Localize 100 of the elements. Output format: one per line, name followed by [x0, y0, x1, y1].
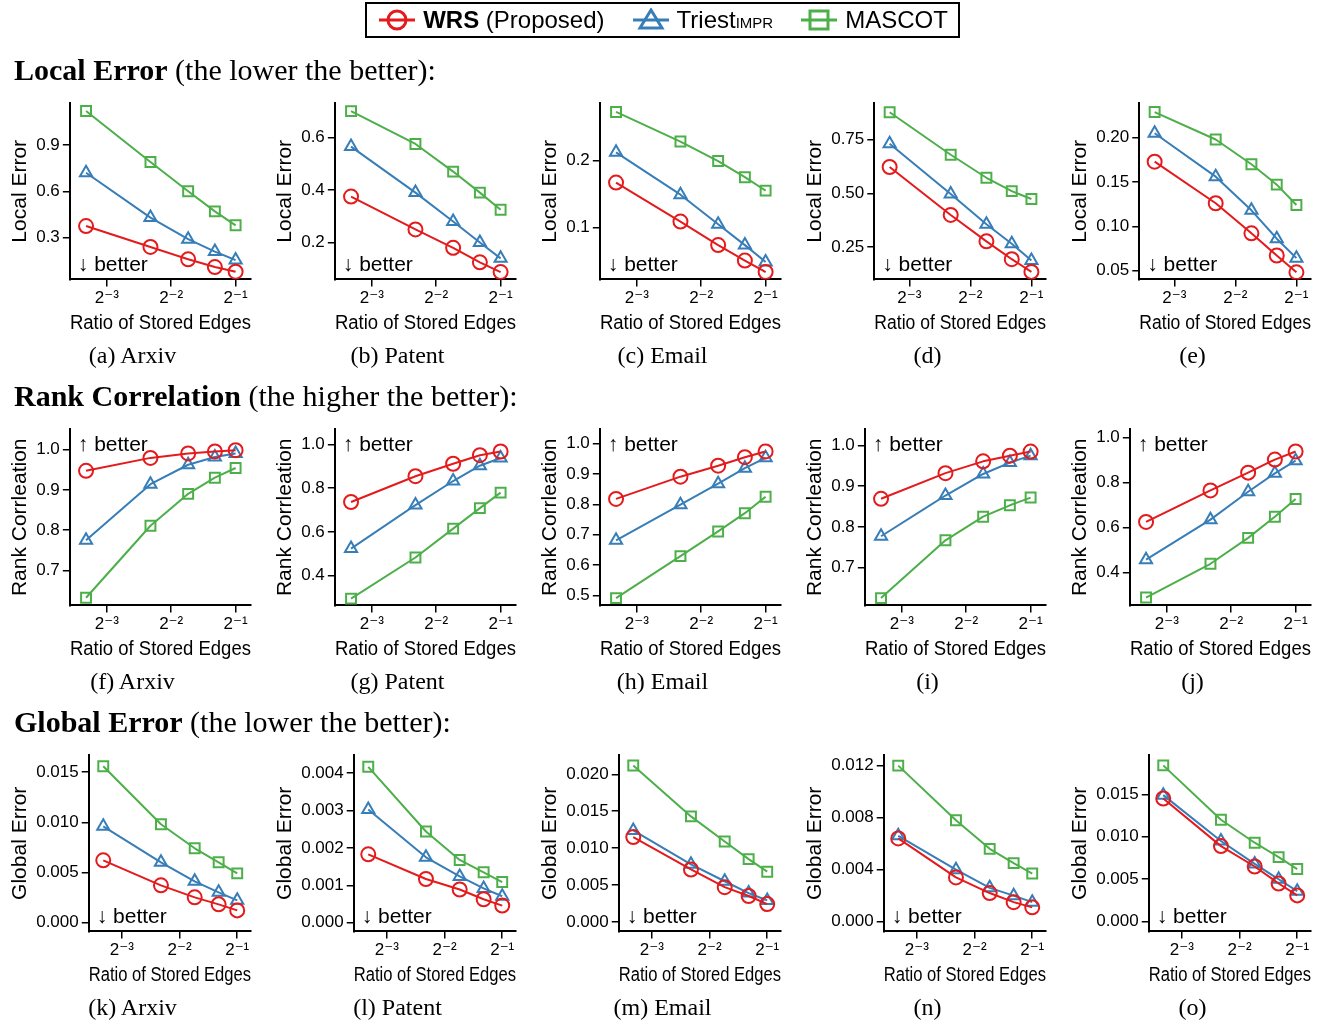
- y-tick-label: 0.9: [831, 475, 855, 495]
- x-axis-title: Ratio of Stored Edges: [618, 962, 781, 986]
- text: (a) Arxiv: [87, 341, 178, 370]
- x-axis-title: Ratio of Stored Edges: [334, 636, 517, 660]
- x-tick-label: 2⁻¹: [753, 288, 778, 308]
- text: (j): [1180, 667, 1205, 696]
- y-tick-label: 0.002: [301, 837, 344, 857]
- text: (k) Arxiv: [87, 993, 178, 1022]
- y-tick-label: 0.7: [566, 524, 590, 544]
- x-tick-label: 2⁻¹: [488, 288, 513, 308]
- y-tick-label: 0.001: [301, 875, 344, 895]
- y-tick-label: 0.2: [566, 150, 590, 170]
- y-tick-label: 0.50: [831, 183, 865, 203]
- y-tick-label: 1.0: [301, 434, 325, 454]
- annotation: ↑ better: [1137, 432, 1208, 456]
- y-tick-label: 0.25: [831, 236, 865, 256]
- y-axis-title: Local Error: [537, 139, 561, 243]
- y-axis-title: Global Error: [537, 786, 561, 900]
- y-tick-label: 0.012: [831, 755, 874, 775]
- x-tick-label: 2⁻¹: [1283, 614, 1308, 634]
- text: (n): [912, 993, 943, 1022]
- x-tick-label: 2⁻¹: [1019, 288, 1044, 308]
- y-tick-label: 0.008: [831, 807, 874, 827]
- y-tick-label: 1.0: [831, 435, 855, 455]
- y-tick-label: 0.8: [1096, 472, 1120, 492]
- y-tick-label: 0.6: [36, 180, 60, 200]
- chart-subtitle: Global Error (the lower the better):: [14, 705, 451, 738]
- x-tick-label: 2⁻³: [624, 288, 650, 308]
- text: (h) Email: [615, 667, 710, 696]
- x-tick-label: 2⁻³: [359, 288, 385, 308]
- x-axis-title: Ratio of Stored Edges: [69, 310, 252, 334]
- x-tick-label: 2⁻³: [1169, 940, 1195, 960]
- annotation: ↓ better: [96, 904, 167, 928]
- text: (f) Arxiv: [89, 667, 176, 696]
- x-tick-label: 2⁻²: [432, 940, 457, 960]
- annotation: ↑ better: [342, 432, 413, 456]
- y-tick-label: 0.8: [831, 516, 855, 536]
- y-tick-label: 0.005: [566, 874, 609, 894]
- y-tick-label: 0.010: [566, 837, 609, 857]
- x-tick-label: 2⁻¹: [1018, 614, 1043, 634]
- x-tick-label: 2⁻³: [94, 288, 120, 308]
- y-tick-label: 0.000: [831, 911, 874, 931]
- y-tick-label: 0.000: [1096, 911, 1139, 931]
- x-tick-label: 2⁻²: [697, 940, 722, 960]
- x-tick-label: 2⁻¹: [488, 614, 513, 634]
- y-tick-label: 0.003: [301, 800, 344, 820]
- text: (e): [1178, 341, 1207, 370]
- x-tick-label: 2⁻¹: [225, 940, 250, 960]
- y-tick-label: 0.20: [1096, 127, 1130, 147]
- x-tick-label: 2⁻²: [1223, 288, 1248, 308]
- y-axis-title: Rank Corrleation: [537, 438, 561, 597]
- x-axis-title: Ratio of Stored Edges: [883, 962, 1046, 986]
- y-axis-title: Global Error: [7, 786, 31, 900]
- annotation: ↓ better: [882, 252, 953, 276]
- y-tick-label: 0.8: [36, 519, 60, 539]
- y-axis-title: Global Error: [272, 786, 296, 900]
- x-axis-title: Ratio of Stored Edges: [334, 310, 517, 334]
- text: (b) Patent: [349, 341, 446, 370]
- x-tick-label: 2⁻¹: [223, 614, 248, 634]
- y-tick-label: 0.004: [301, 762, 344, 782]
- y-axis-title: Local Error: [272, 139, 296, 243]
- x-axis-title: Ratio of Stored Edges: [599, 636, 782, 660]
- x-tick-label: 2⁻²: [689, 288, 714, 308]
- y-tick-label: 0.000: [36, 912, 79, 932]
- x-tick-label: 2⁻²: [424, 614, 449, 634]
- legend-label: MASCOT: [845, 6, 948, 34]
- x-tick-label: 2⁻³: [624, 614, 650, 634]
- y-tick-label: 0.7: [831, 557, 855, 577]
- y-tick-label: 0.000: [301, 912, 344, 932]
- y-tick-label: 0.15: [1096, 171, 1130, 191]
- legend-label: WRS (Proposed): [423, 6, 605, 33]
- x-tick-label: 2⁻³: [359, 614, 385, 634]
- annotation: ↑ better: [607, 432, 678, 456]
- x-tick-label: 2⁻¹: [1284, 288, 1309, 308]
- y-tick-label: 0.4: [301, 179, 325, 199]
- y-tick-label: 0.004: [831, 859, 874, 879]
- y-tick-label: 0.8: [301, 477, 325, 497]
- text: (l) Patent: [352, 993, 443, 1022]
- chart-subtitle: Local Error (the lower the better):: [14, 53, 436, 86]
- y-tick-label: 0.3: [36, 227, 60, 247]
- x-axis-title: Ratio of Stored Edges: [1148, 962, 1311, 986]
- chart-subtitle: Rank Correlation (the higher the better):: [14, 379, 518, 412]
- x-tick-label: 2⁻¹: [490, 940, 515, 960]
- x-axis-title: Ratio of Stored Edges: [353, 962, 516, 986]
- x-tick-label: 2⁻³: [374, 940, 400, 960]
- x-axis-title: Ratio of Stored Edges: [874, 309, 1046, 334]
- annotation: ↑ better: [77, 432, 148, 456]
- x-tick-label: 2⁻²: [689, 614, 714, 634]
- x-tick-label: 2⁻²: [167, 940, 192, 960]
- annotation: ↑ better: [872, 432, 943, 456]
- annotation: ↓ better: [77, 252, 148, 276]
- x-tick-label: 2⁻³: [897, 288, 922, 308]
- text: (c) Email: [616, 341, 709, 370]
- x-tick-label: 2⁻²: [159, 288, 184, 308]
- text: (i): [915, 667, 940, 696]
- y-tick-label: 0.9: [566, 463, 590, 483]
- annotation: ↓ better: [1156, 904, 1227, 928]
- y-tick-label: 1.0: [566, 433, 590, 453]
- y-tick-label: 0.010: [1096, 826, 1139, 846]
- x-axis-title: Ratio of Stored Edges: [1129, 636, 1312, 660]
